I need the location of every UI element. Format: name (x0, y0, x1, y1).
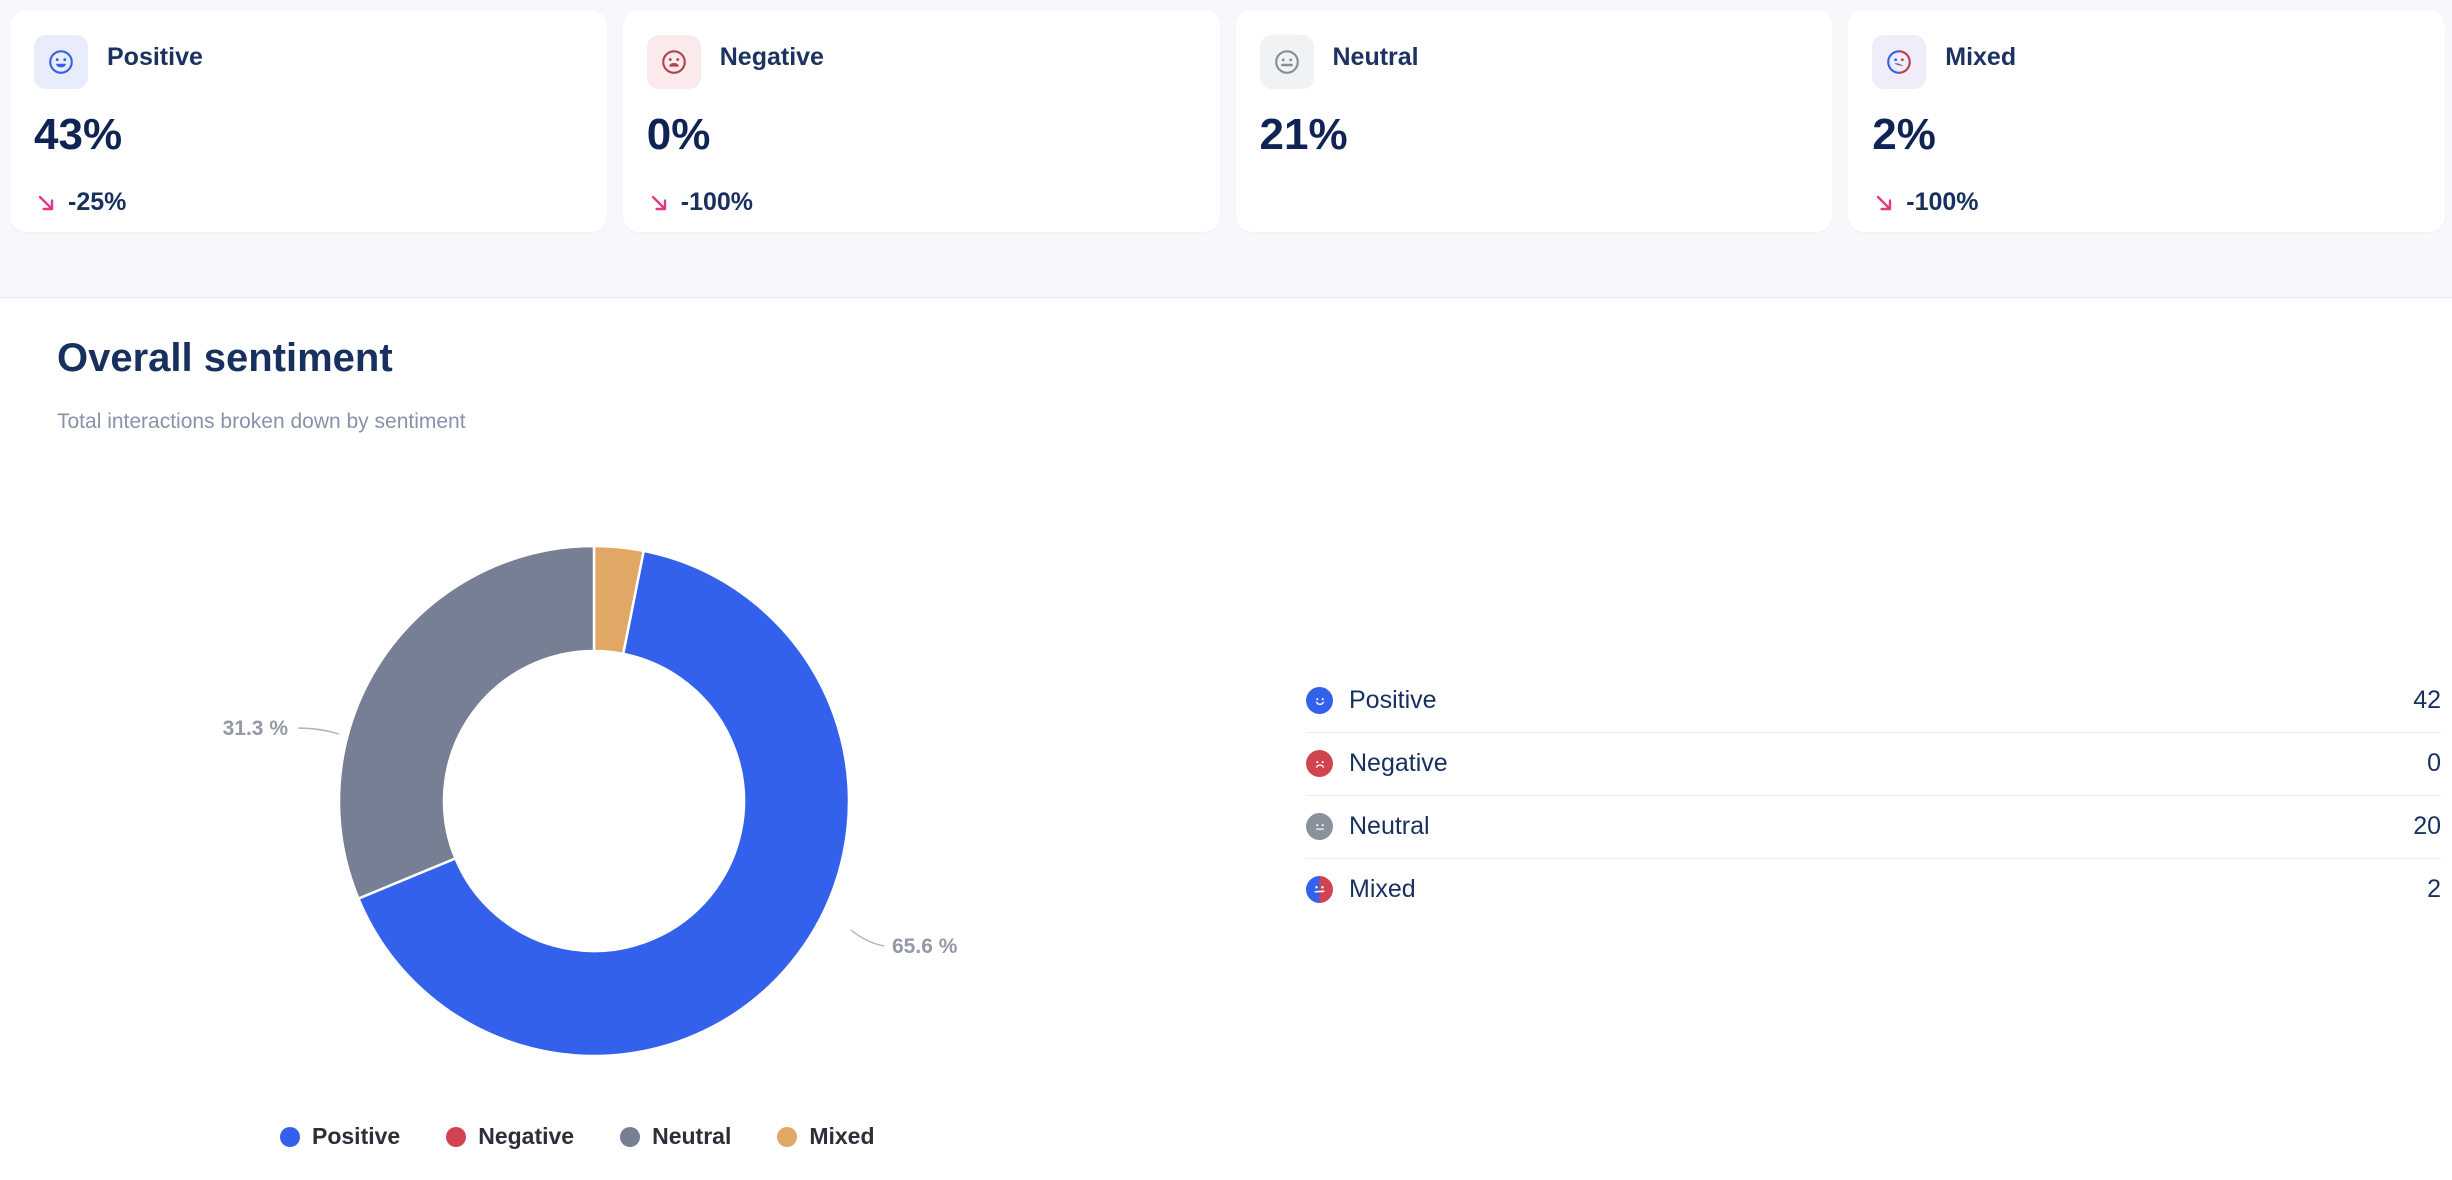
svg-text:31.3 %: 31.3 % (223, 717, 289, 740)
svg-text:65.6 %: 65.6 % (892, 935, 958, 958)
